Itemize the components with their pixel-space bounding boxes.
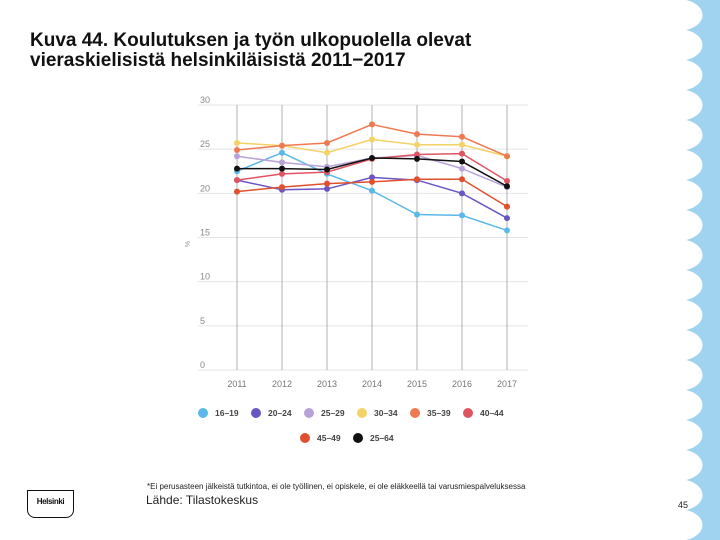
data-point bbox=[279, 165, 285, 172]
data-point bbox=[234, 139, 240, 146]
chart-footnote: *Ei perusasteen jälkeistä tutkintoa, ei … bbox=[147, 482, 526, 491]
data-point bbox=[459, 150, 465, 157]
slide-title-line-2: vieraskielisistä helsinkiläisistä 2011−2… bbox=[30, 50, 406, 71]
legend-marker bbox=[198, 408, 208, 418]
data-point bbox=[504, 183, 510, 190]
data-point bbox=[414, 131, 420, 138]
y-tick-label: 15 bbox=[200, 228, 210, 238]
data-point bbox=[414, 176, 420, 183]
y-tick-label: 0 bbox=[200, 360, 205, 370]
data-point bbox=[504, 227, 510, 234]
helsinki-logo: Helsinki bbox=[27, 490, 74, 518]
data-point bbox=[369, 174, 375, 181]
data-point bbox=[234, 188, 240, 195]
data-point bbox=[414, 155, 420, 162]
legend-label: 20–24 bbox=[268, 408, 292, 418]
data-point bbox=[369, 178, 375, 185]
x-tick-label: 2015 bbox=[407, 379, 427, 389]
data-point bbox=[324, 166, 330, 173]
data-point bbox=[234, 165, 240, 172]
legend-label: 30–34 bbox=[374, 408, 398, 418]
data-point bbox=[279, 184, 285, 191]
x-tick-label: 2016 bbox=[452, 379, 472, 389]
data-point bbox=[234, 177, 240, 184]
data-point bbox=[324, 149, 330, 156]
y-tick-label: 25 bbox=[200, 139, 210, 149]
y-axis-label: % bbox=[185, 241, 192, 247]
legend-label: 35–39 bbox=[427, 408, 451, 418]
data-point bbox=[504, 177, 510, 184]
page-number: 45 bbox=[678, 500, 689, 510]
data-point bbox=[459, 190, 465, 197]
data-point bbox=[459, 141, 465, 148]
slide-title: Kuva 44. Koulutuksen ja työn ulkopuolell… bbox=[30, 31, 630, 71]
x-tick-label: 2011 bbox=[227, 379, 246, 389]
x-tick-label: 2014 bbox=[362, 379, 382, 389]
legend-label: 25–64 bbox=[370, 433, 394, 443]
data-point bbox=[504, 203, 510, 210]
data-point bbox=[279, 159, 285, 166]
data-point bbox=[324, 139, 330, 146]
legend-marker bbox=[300, 433, 310, 443]
data-point bbox=[459, 165, 465, 172]
data-point bbox=[369, 121, 375, 128]
x-tick-label: 2017 bbox=[497, 379, 517, 389]
data-point bbox=[369, 187, 375, 194]
y-tick-label: 10 bbox=[200, 272, 210, 282]
legend-marker bbox=[304, 408, 314, 418]
legend-label: 16–19 bbox=[215, 408, 239, 418]
data-point bbox=[369, 155, 375, 161]
data-point bbox=[279, 142, 285, 149]
data-point bbox=[324, 185, 330, 192]
data-point bbox=[459, 158, 465, 165]
decorative-wave-border bbox=[686, 0, 720, 540]
legend-label: 25–29 bbox=[321, 408, 345, 418]
legend-marker bbox=[353, 433, 363, 443]
legend-marker bbox=[463, 408, 473, 418]
legend-marker bbox=[410, 408, 420, 418]
legend-marker bbox=[251, 408, 261, 418]
data-point bbox=[279, 149, 285, 156]
data-point bbox=[459, 133, 465, 140]
data-point bbox=[324, 180, 330, 187]
y-tick-label: 5 bbox=[200, 316, 205, 326]
y-tick-label: 30 bbox=[200, 95, 210, 105]
data-point bbox=[369, 136, 375, 143]
helsinki-logo-text: Helsinki bbox=[36, 497, 65, 506]
x-tick-label: 2013 bbox=[317, 379, 337, 389]
data-point bbox=[414, 151, 420, 158]
data-point bbox=[279, 170, 285, 177]
x-tick-label: 2012 bbox=[272, 379, 292, 389]
data-point bbox=[414, 211, 420, 218]
data-point bbox=[504, 215, 510, 222]
data-point bbox=[459, 176, 465, 183]
data-point bbox=[414, 141, 420, 148]
y-tick-label: 20 bbox=[200, 183, 210, 193]
data-point bbox=[459, 212, 465, 219]
data-point bbox=[234, 153, 240, 160]
legend-marker bbox=[357, 408, 367, 418]
legend-label: 40–44 bbox=[480, 408, 504, 418]
data-point bbox=[504, 153, 510, 160]
legend-label: 45–49 bbox=[317, 433, 341, 443]
wave-shape bbox=[686, 0, 720, 540]
slide-title-line-1: Kuva 44. Koulutuksen ja työn ulkopuolell… bbox=[30, 30, 472, 51]
data-point bbox=[234, 147, 240, 154]
source-label: Lähde: Tilastokeskus bbox=[146, 493, 259, 507]
